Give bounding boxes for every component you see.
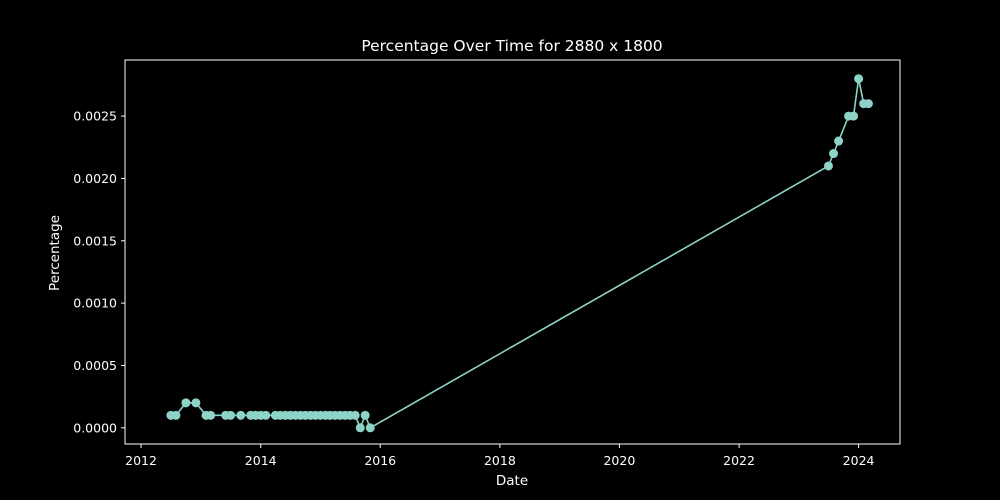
y-tick-label: 0.0015 (73, 233, 117, 248)
y-tick-label: 0.0000 (73, 420, 117, 435)
data-point (350, 410, 360, 420)
series-layer (166, 74, 873, 433)
y-tick-label: 0.0010 (73, 296, 117, 311)
chart-title: Percentage Over Time for 2880 x 1800 (361, 37, 662, 55)
x-tick-label: 2014 (245, 453, 277, 468)
data-point (365, 423, 375, 433)
data-point (171, 410, 181, 420)
x-axis-title: Date (496, 473, 528, 489)
y-tick-label: 0.0020 (73, 171, 117, 186)
data-point (849, 111, 859, 121)
data-point (834, 136, 844, 146)
x-tick-label: 2016 (364, 453, 396, 468)
plot-area (124, 59, 901, 445)
data-point (181, 398, 191, 408)
y-tick-label: 0.0005 (73, 358, 117, 373)
y-axis: 0.0000 0.0005 0.0010 0.0015 0.0020 0.0025 (73, 109, 125, 435)
x-tick-label: 2020 (603, 453, 635, 468)
data-point (863, 99, 873, 109)
x-tick-label: 2024 (843, 453, 875, 468)
y-tick-label: 0.0025 (73, 109, 117, 124)
x-axis: 2012 2014 2016 2018 2020 2022 2024 (125, 444, 875, 468)
data-point (355, 423, 365, 433)
data-point (261, 410, 271, 420)
x-tick-label: 2012 (125, 453, 157, 468)
data-point (236, 410, 246, 420)
data-point (206, 410, 216, 420)
data-point (823, 161, 833, 171)
x-tick-label: 2018 (484, 453, 516, 468)
data-point (226, 410, 236, 420)
data-point (854, 74, 864, 84)
data-point (829, 149, 839, 159)
data-point (360, 410, 370, 420)
data-point (191, 398, 201, 408)
y-axis-title: Percentage (47, 215, 63, 291)
x-tick-label: 2022 (723, 453, 755, 468)
